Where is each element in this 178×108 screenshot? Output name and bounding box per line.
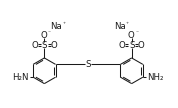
Text: ⁻: ⁻ [135, 31, 138, 36]
Text: Na: Na [50, 22, 62, 31]
Text: O: O [119, 41, 126, 50]
Text: O: O [40, 31, 47, 40]
Text: O: O [128, 31, 135, 40]
Text: NH₂: NH₂ [147, 73, 164, 82]
Text: S: S [129, 41, 134, 50]
Text: ⁺: ⁺ [126, 22, 129, 27]
Text: S: S [85, 60, 91, 69]
Text: O: O [32, 41, 38, 50]
Text: Na: Na [114, 22, 125, 31]
Text: ⁺: ⁺ [62, 22, 65, 27]
Text: O: O [50, 41, 57, 50]
Text: O: O [138, 41, 145, 50]
Text: ⁻: ⁻ [48, 31, 51, 36]
Text: H₂N: H₂N [12, 73, 29, 82]
Text: S: S [42, 41, 47, 50]
